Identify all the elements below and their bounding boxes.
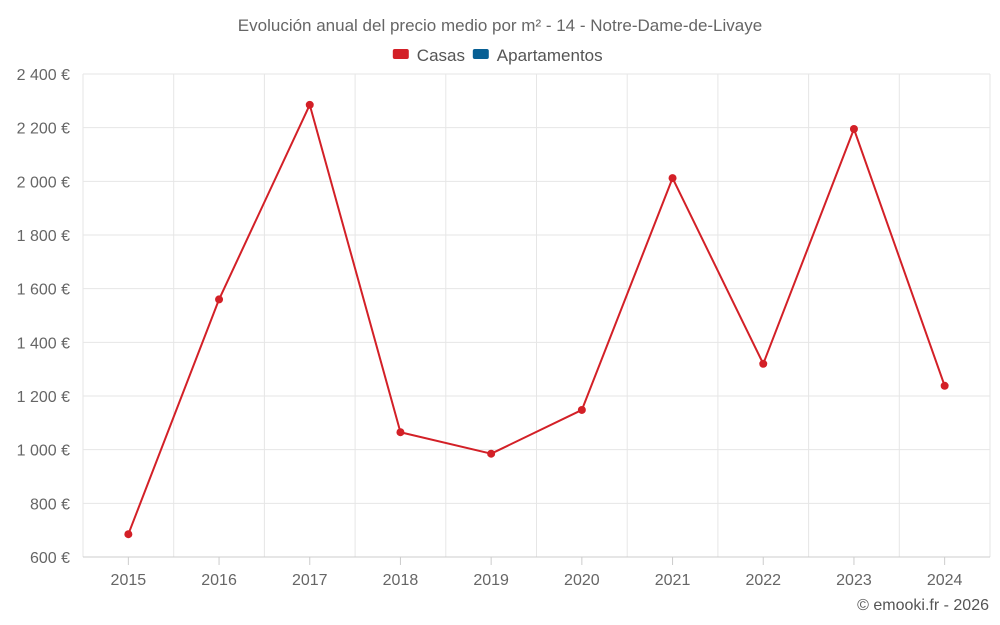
- y-tick-label: 800 €: [30, 496, 70, 513]
- chart-title: Evolución anual del precio medio por m² …: [238, 16, 762, 35]
- x-tick-label: 2023: [836, 572, 872, 589]
- grid: [82, 73, 991, 558]
- data-point-casas[interactable]: [577, 405, 586, 414]
- legend-item-apartamentos[interactable]: Apartamentos: [472, 46, 603, 65]
- series-line-casas: [127, 103, 946, 535]
- data-point-casas[interactable]: [487, 449, 496, 458]
- x-tick-label: 2020: [564, 572, 600, 589]
- data-point-casas[interactable]: [305, 100, 314, 109]
- data-point-casas[interactable]: [396, 428, 405, 437]
- data-point-casas[interactable]: [668, 174, 677, 183]
- x-tick-label: 2022: [745, 572, 781, 589]
- data-point-casas[interactable]: [124, 530, 133, 539]
- x-tick-label: 2021: [655, 572, 691, 589]
- x-tick-label: 2015: [111, 572, 147, 589]
- data-point-casas[interactable]: [849, 125, 858, 134]
- legend-item-casas[interactable]: Casas: [392, 46, 465, 65]
- x-tick-label: 2018: [383, 572, 419, 589]
- y-tick-label: 2 000 €: [17, 174, 70, 191]
- series-layer: [124, 100, 949, 539]
- x-tick-label: 2017: [292, 572, 328, 589]
- x-tick-label: 2019: [473, 572, 509, 589]
- credit-text: © emooki.fr - 2026: [857, 597, 989, 614]
- legend: Casas Apartamentos: [392, 46, 603, 65]
- y-tick-label: 1 800 €: [17, 228, 70, 245]
- y-tick-label: 1 000 €: [17, 443, 70, 460]
- legend-swatch: [392, 49, 409, 59]
- y-tick-label: 600 €: [30, 550, 70, 567]
- legend-label: Apartamentos: [497, 46, 603, 65]
- x-tick-label: 2024: [927, 572, 963, 589]
- y-tick-label: 2 400 €: [17, 67, 70, 84]
- legend-swatch: [472, 49, 489, 59]
- legend-label: Casas: [417, 46, 465, 65]
- y-tick-label: 1 400 €: [17, 335, 70, 352]
- data-point-casas[interactable]: [759, 359, 768, 368]
- y-axis: 600 € 800 € 1 000 € 1 200 € 1 400 € 1 600 € 1 …: [17, 67, 70, 567]
- y-tick-label: 1 200 €: [17, 389, 70, 406]
- data-point-casas[interactable]: [215, 295, 224, 304]
- x-tick-label: 2016: [201, 572, 237, 589]
- x-axis: 2015 2016 2017 2018 2019 2020 2021 2022 2023 2024: [111, 557, 963, 589]
- y-tick-label: 2 200 €: [17, 121, 70, 138]
- data-point-casas[interactable]: [940, 381, 949, 390]
- y-tick-label: 1 600 €: [17, 282, 70, 299]
